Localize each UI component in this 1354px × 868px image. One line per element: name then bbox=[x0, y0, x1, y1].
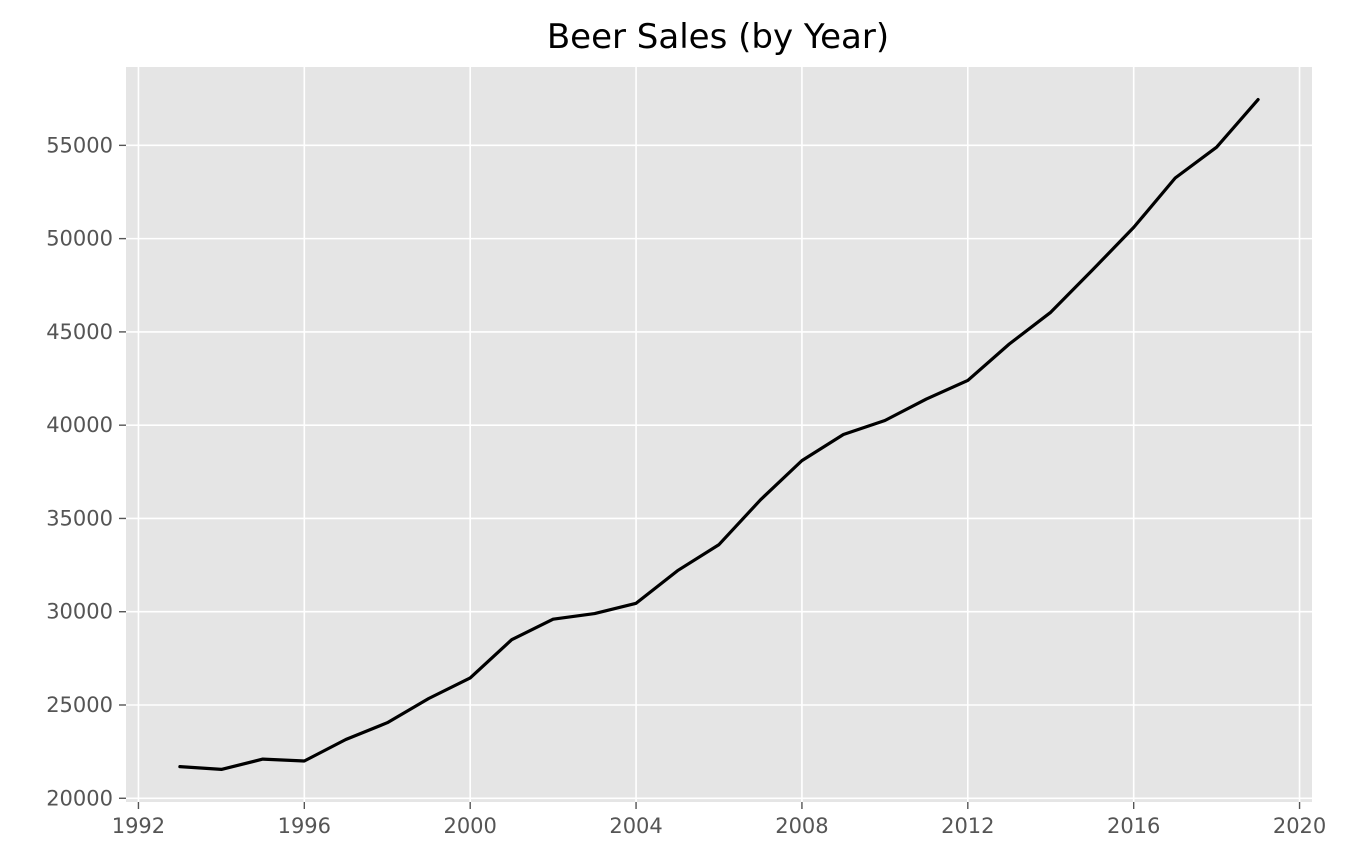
x-tick-label: 2012 bbox=[941, 814, 994, 838]
y-tick-label: 25000 bbox=[46, 693, 113, 717]
y-tick-label: 50000 bbox=[46, 227, 113, 251]
y-tick-label: 40000 bbox=[46, 413, 113, 437]
y-tick-label: 30000 bbox=[46, 600, 113, 624]
y-tick-label: 35000 bbox=[46, 506, 113, 530]
x-tick-label: 2020 bbox=[1273, 814, 1326, 838]
grid-lines bbox=[126, 67, 1312, 802]
x-tick-label: 2004 bbox=[609, 814, 662, 838]
chart-title: Beer Sales (by Year) bbox=[547, 17, 889, 57]
plot-area bbox=[126, 67, 1312, 802]
series-line bbox=[178, 97, 1260, 772]
axis-ticks: 1992 1996 2000 2004 2008 2012 2016 2020 20000 250… bbox=[46, 133, 1326, 838]
y-tick-label: 20000 bbox=[46, 786, 113, 810]
x-tick-label: 2016 bbox=[1107, 814, 1160, 838]
x-tick-label: 1992 bbox=[112, 814, 165, 838]
x-tick-label: 1996 bbox=[278, 814, 331, 838]
series-layer bbox=[178, 97, 1260, 772]
y-tick-label: 45000 bbox=[46, 320, 113, 344]
x-tick-label: 2008 bbox=[775, 814, 828, 838]
y-tick-label: 55000 bbox=[46, 133, 113, 157]
x-tick-label: 2000 bbox=[443, 814, 496, 838]
